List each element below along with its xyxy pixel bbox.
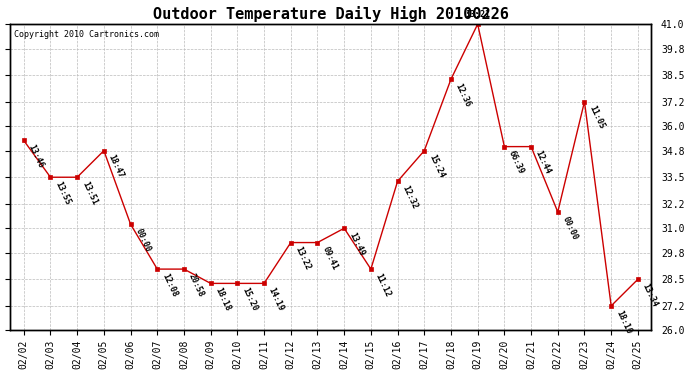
Text: 13:55: 13:55	[53, 180, 72, 207]
Text: 12:44: 12:44	[534, 149, 553, 176]
Text: 12:08: 12:08	[160, 272, 179, 298]
Text: 09:41: 09:41	[320, 245, 339, 272]
Text: 00:00: 00:00	[133, 227, 152, 254]
Text: 11:12: 11:12	[374, 272, 393, 298]
Text: 15:24: 15:24	[427, 153, 446, 180]
Text: 00:00: 00:00	[560, 215, 580, 241]
Text: 13:51: 13:51	[80, 180, 99, 207]
Text: 13:21: 13:21	[465, 9, 490, 18]
Text: 15:20: 15:20	[240, 286, 259, 313]
Text: 18:18: 18:18	[213, 286, 232, 313]
Title: Outdoor Temperature Daily High 20100226: Outdoor Temperature Daily High 20100226	[153, 6, 509, 21]
Text: 18:10: 18:10	[614, 309, 633, 335]
Text: 14:19: 14:19	[267, 286, 286, 313]
Text: 13:49: 13:49	[347, 231, 366, 258]
Text: 12:32: 12:32	[400, 184, 419, 210]
Text: 13:34: 13:34	[640, 282, 660, 309]
Text: 11:05: 11:05	[587, 105, 606, 131]
Text: 13:46: 13:46	[26, 143, 46, 170]
Text: 66:39: 66:39	[507, 149, 526, 176]
Text: 12:36: 12:36	[454, 82, 473, 108]
Text: 20:58: 20:58	[187, 272, 206, 298]
Text: Copyright 2010 Cartronics.com: Copyright 2010 Cartronics.com	[14, 30, 159, 39]
Text: 13:22: 13:22	[293, 245, 313, 272]
Text: 18:47: 18:47	[107, 153, 126, 180]
